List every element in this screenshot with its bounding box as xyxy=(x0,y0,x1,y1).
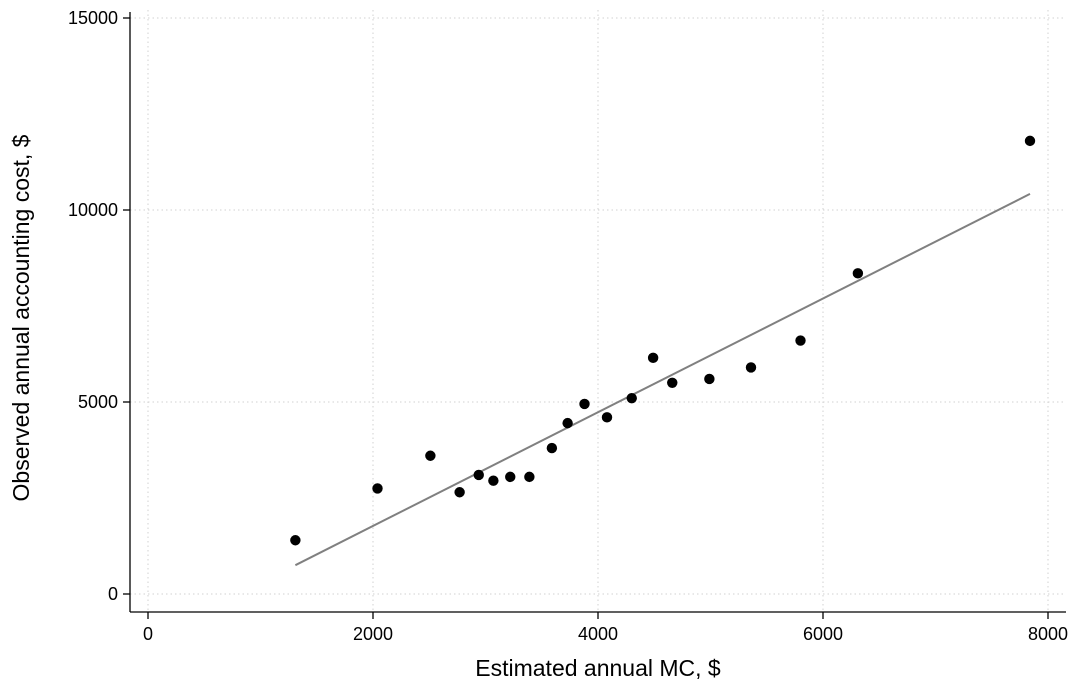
scatter-point xyxy=(795,335,806,346)
y-tick-label: 0 xyxy=(108,584,118,604)
scatter-point xyxy=(488,475,499,486)
x-axis-title: Estimated annual MC, $ xyxy=(475,655,721,681)
y-tick-label: 10000 xyxy=(68,200,118,220)
scatter-point xyxy=(546,442,558,454)
scatter-point xyxy=(852,268,864,279)
scatter-point xyxy=(505,471,516,483)
x-tick-label: 2000 xyxy=(353,624,393,644)
scatter-point xyxy=(667,377,678,388)
x-tick-label: 4000 xyxy=(578,624,618,644)
scatter-point xyxy=(626,392,637,404)
fit-line xyxy=(294,192,1031,567)
x-tick-label: 0 xyxy=(143,624,153,644)
scatter-point xyxy=(290,535,301,546)
scatter-point xyxy=(524,471,535,483)
x-tick-label: 8000 xyxy=(1028,624,1068,644)
scatter-point xyxy=(454,487,465,498)
y-axis-title: Observed annual accounting cost, $ xyxy=(8,134,34,501)
scatter-point xyxy=(704,373,715,385)
scatter-point xyxy=(372,483,383,494)
scatter-point xyxy=(745,362,757,373)
scatter-point xyxy=(473,469,484,481)
scatter-point xyxy=(1024,135,1036,147)
scatter-point xyxy=(579,398,590,410)
y-tick-label: 5000 xyxy=(78,392,118,412)
scatter-point xyxy=(601,412,613,423)
scatter-point xyxy=(562,417,573,429)
grid xyxy=(130,10,1066,612)
series xyxy=(290,135,1036,567)
x-tick-label: 6000 xyxy=(803,624,843,644)
y-tick-label: 15000 xyxy=(68,8,118,28)
ticks: 0 2000 4000 6000 8000 0 5000 10000 15000 xyxy=(68,8,1068,644)
scatter-point xyxy=(647,352,659,364)
scatter-point xyxy=(425,450,436,461)
